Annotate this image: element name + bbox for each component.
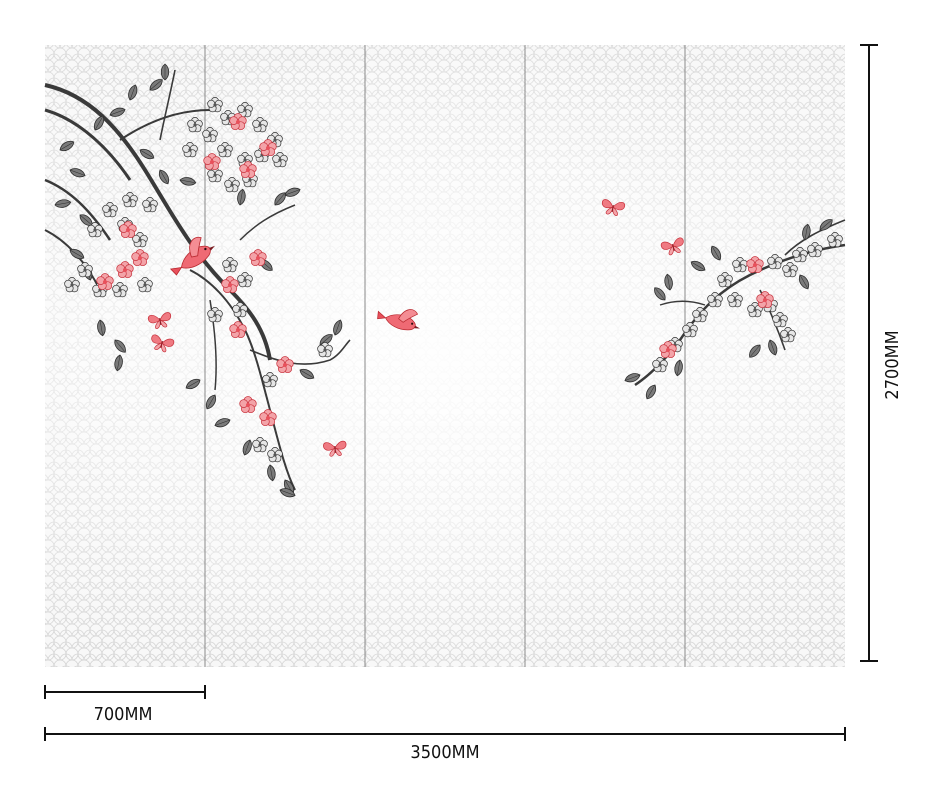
total-width-dimension bbox=[44, 727, 846, 741]
total-width-label: 3500MM bbox=[410, 742, 479, 763]
mural-area bbox=[45, 45, 845, 667]
panel-width-label: 700MM bbox=[94, 704, 153, 725]
right-blossom-branch bbox=[623, 216, 846, 402]
panel-seams bbox=[204, 45, 686, 667]
height-label: 2700MM bbox=[882, 330, 903, 399]
left-blossom-branch bbox=[44, 63, 351, 500]
height-dimension bbox=[860, 44, 878, 662]
panel-width-dimension bbox=[44, 685, 206, 699]
